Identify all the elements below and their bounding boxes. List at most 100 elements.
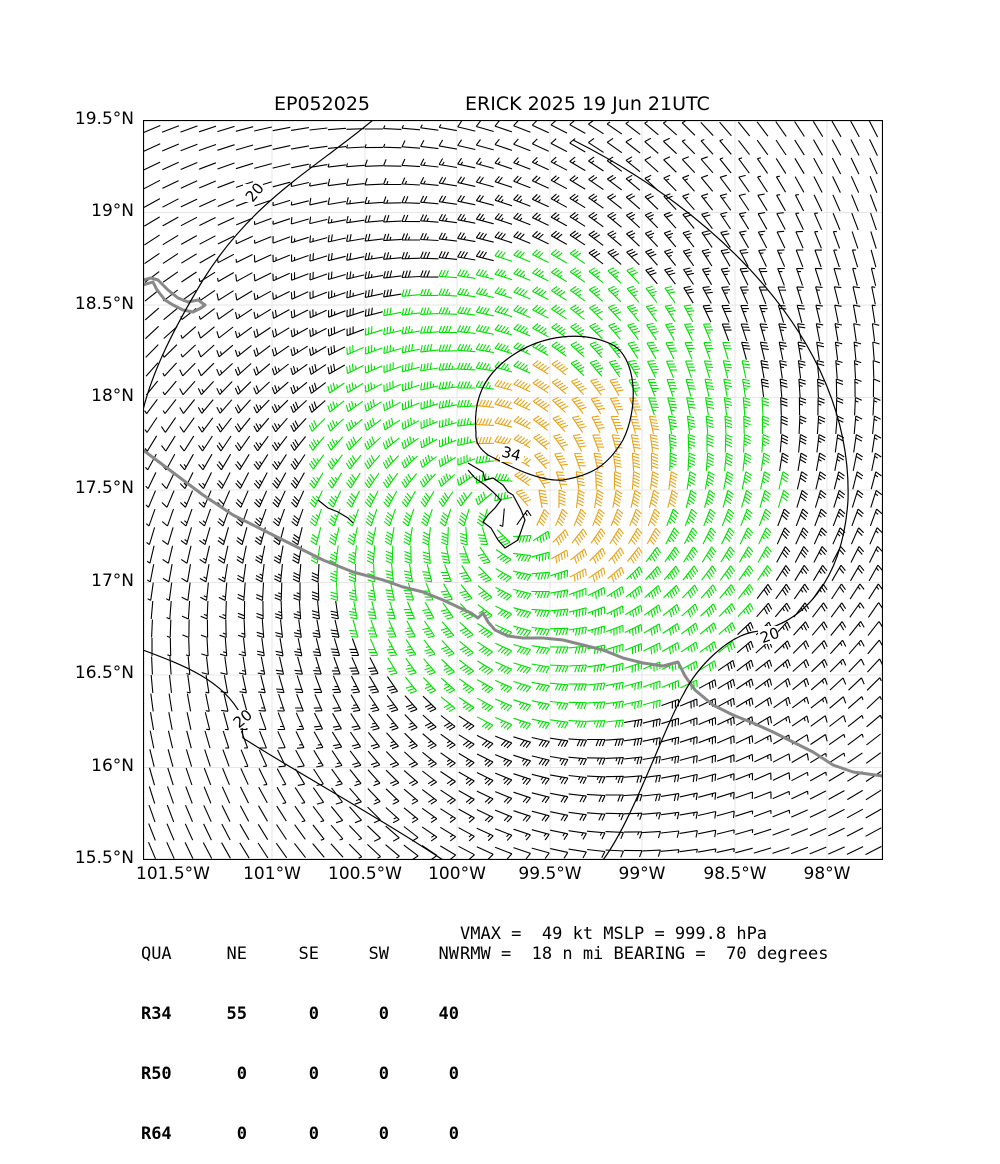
wind-barb	[253, 254, 272, 263]
wind-barb	[290, 235, 309, 244]
wind-barb	[438, 213, 457, 224]
wind-barb	[458, 808, 475, 823]
wind-barb	[144, 398, 158, 415]
wind-barb	[605, 681, 624, 691]
wind-barb	[185, 767, 193, 786]
wind-barb	[588, 285, 604, 302]
wind-barb	[346, 363, 364, 375]
wind-barb	[405, 657, 417, 676]
wind-barb	[234, 308, 253, 320]
wind-barb	[550, 193, 568, 208]
table-cell: 0	[378, 1124, 389, 1144]
wind-barb	[719, 138, 732, 155]
wind-barb	[790, 828, 809, 836]
wind-barb	[475, 324, 494, 335]
wind-barb	[440, 715, 456, 731]
wind-barb	[589, 547, 606, 564]
wind-barb	[401, 343, 420, 354]
wind-barb	[849, 583, 865, 600]
wind-barb	[162, 198, 179, 208]
wind-barb	[661, 679, 680, 691]
wind-barb	[276, 786, 287, 804]
wind-barb	[383, 362, 402, 374]
wind-barb	[738, 174, 750, 193]
wind-barb	[852, 452, 863, 471]
wind-barb	[349, 750, 362, 768]
wind-barb	[349, 657, 360, 675]
wind-barb	[255, 545, 266, 564]
wind-barb	[810, 752, 827, 764]
wind-barb	[513, 305, 531, 319]
wind-barb	[311, 582, 320, 602]
wind-barb	[644, 211, 659, 229]
wind-barb	[743, 433, 752, 453]
wind-barb	[848, 658, 865, 673]
wind-barb	[148, 767, 156, 786]
wind-barb	[605, 812, 625, 821]
wind-barb	[701, 565, 717, 581]
wind-barb	[475, 120, 494, 133]
wind-barb	[216, 472, 231, 489]
wind-barb	[531, 590, 551, 599]
wind-barb	[588, 230, 604, 246]
wind-barb	[625, 211, 641, 229]
wind-barb	[718, 640, 736, 654]
wind-barb	[717, 697, 735, 708]
wind-barb	[531, 755, 550, 767]
wind-barb	[850, 546, 865, 563]
wind-barb	[184, 804, 194, 823]
wind-barb	[295, 749, 305, 768]
wind-barb	[872, 396, 881, 416]
wind-barb	[201, 656, 210, 675]
wind-barb	[345, 144, 365, 149]
wind-barb	[456, 491, 473, 507]
wind-barb	[290, 436, 307, 451]
wind-barb	[773, 715, 791, 727]
wind-barb	[513, 175, 531, 189]
wind-barb	[795, 230, 804, 249]
wind-barb	[570, 359, 585, 377]
wind-barb	[722, 489, 734, 508]
wind-barb	[294, 805, 306, 823]
wind-barb	[167, 730, 174, 749]
wind-barb	[313, 694, 323, 712]
wind-barb	[186, 675, 191, 694]
wind-barb	[776, 212, 786, 230]
wind-barb	[738, 193, 750, 211]
wind-barb	[494, 416, 513, 428]
wind-barb	[698, 698, 717, 708]
wind-barb	[611, 434, 623, 453]
wind-barb	[865, 808, 882, 819]
wind-barb	[420, 362, 439, 372]
wind-barb	[368, 675, 380, 694]
wind-barb	[327, 363, 346, 375]
wind-barb	[850, 527, 864, 545]
wind-barb	[830, 621, 847, 636]
wind-barb	[609, 378, 624, 396]
wind-barb	[716, 848, 735, 853]
wind-barb	[386, 619, 397, 638]
wind-barb	[812, 564, 828, 581]
wind-barb	[703, 342, 714, 360]
wind-barb	[698, 679, 717, 690]
wind-barb	[816, 341, 825, 360]
wind-barb	[364, 436, 381, 451]
wind-barb	[759, 341, 769, 360]
wind-barb	[664, 285, 676, 304]
wind-barb	[167, 767, 174, 786]
wind-barb	[705, 452, 715, 472]
wind-barb	[477, 623, 493, 638]
wind-barb	[573, 508, 587, 527]
lon-label: 98°W	[803, 864, 851, 884]
wind-barb	[290, 327, 309, 338]
wind-barb	[349, 619, 359, 638]
wind-barb	[494, 249, 513, 262]
wind-barb	[272, 254, 291, 263]
wind-barb	[735, 828, 754, 836]
wind-barb	[345, 382, 364, 394]
wind-barb	[291, 163, 309, 169]
wind-barb	[186, 693, 192, 712]
wind-barb	[605, 719, 624, 728]
wind-barb	[401, 436, 419, 450]
wind-barb	[259, 730, 267, 749]
